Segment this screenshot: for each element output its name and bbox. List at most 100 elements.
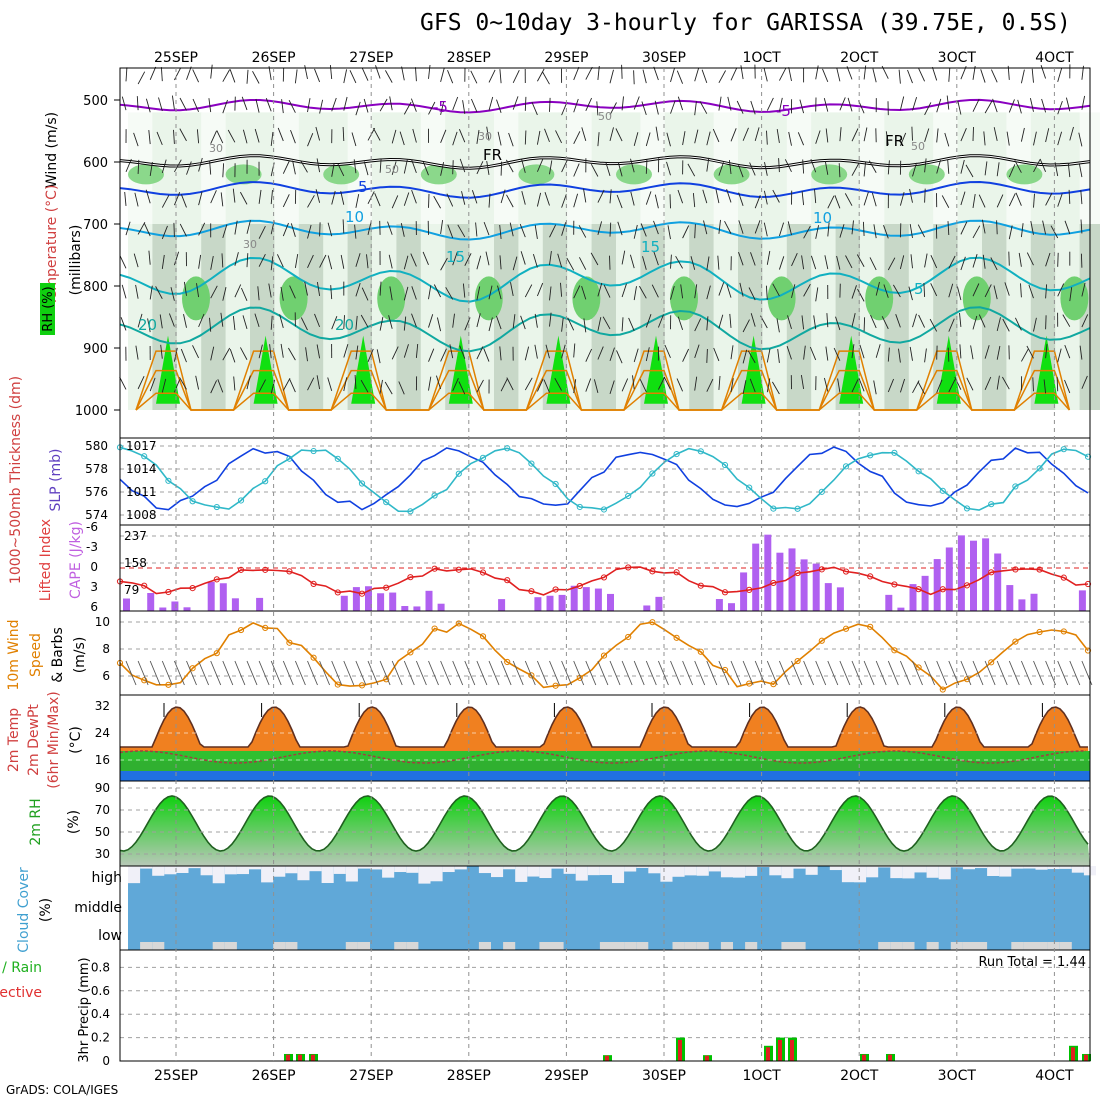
wind-barb xyxy=(706,660,718,686)
precip-bar-convective xyxy=(766,1047,770,1061)
wind-barb xyxy=(119,255,127,269)
rh-band xyxy=(567,112,593,224)
contour-label: -5 xyxy=(433,98,448,116)
wind-barb xyxy=(270,256,274,271)
wind-barb xyxy=(415,67,417,82)
wind-barb xyxy=(476,346,484,360)
wind-barb xyxy=(1045,192,1053,206)
wind-barb xyxy=(149,162,153,177)
wind-barb xyxy=(316,375,321,390)
lifted-index-line-marker xyxy=(697,582,704,589)
wind-barb xyxy=(908,286,913,301)
wind-barb xyxy=(844,193,853,206)
wind-barb xyxy=(766,97,774,111)
lifted-index-line-marker xyxy=(988,569,995,576)
wind-barb xyxy=(561,159,569,173)
wind-barb xyxy=(621,250,626,265)
wind-barb xyxy=(1080,253,1083,268)
wind-barb xyxy=(898,69,901,84)
wind-barb xyxy=(748,287,756,301)
wind-barb xyxy=(319,99,324,114)
ylabel-temp: (6hr Min/Max) xyxy=(46,691,62,788)
wind-barb xyxy=(1008,164,1016,178)
wind-barb xyxy=(168,313,175,327)
wind-barb xyxy=(810,158,817,173)
wind-barb xyxy=(1006,131,1010,146)
wind-barb xyxy=(198,660,210,686)
wind-barb xyxy=(706,285,711,300)
wind-barb xyxy=(930,255,938,269)
precip-bar-convective xyxy=(790,1039,794,1061)
wind-barb xyxy=(786,345,792,360)
lifted-index-line-marker xyxy=(600,574,608,581)
cloud-level-label: low xyxy=(98,928,122,944)
wind-barb xyxy=(573,660,585,686)
wind-barb xyxy=(857,288,865,302)
wind-barb xyxy=(198,191,203,206)
wind-barb xyxy=(701,69,708,84)
cape-bar xyxy=(994,553,1002,611)
cloud-low xyxy=(212,942,225,950)
wind-barb xyxy=(198,313,205,328)
ytick-label: 0.6 xyxy=(91,984,110,998)
rh-band xyxy=(274,112,300,224)
cape-bar xyxy=(534,597,542,611)
wind-barb xyxy=(887,347,890,362)
wind-barb xyxy=(506,194,514,208)
ylabel-temperature: Temperature (°C) xyxy=(44,185,60,307)
wind-barb xyxy=(300,160,308,173)
wind-barb xyxy=(996,375,1000,390)
wind-barb xyxy=(1015,192,1022,206)
wind-barb xyxy=(651,284,659,298)
wind-barb xyxy=(609,222,612,237)
cloud-low xyxy=(273,942,286,950)
wind-barb xyxy=(1081,282,1086,297)
lifted-index-line-marker xyxy=(504,577,511,584)
wind-barb xyxy=(1067,163,1071,178)
wind-barb xyxy=(561,344,566,359)
wind-barb xyxy=(766,660,778,686)
wind-barb xyxy=(747,350,756,364)
wind-barb xyxy=(411,189,417,204)
wind-barb xyxy=(192,345,200,359)
wind-barb xyxy=(355,253,361,267)
cape-bar xyxy=(256,597,264,611)
wind-barb xyxy=(379,316,384,331)
lifted-index-line-marker xyxy=(576,582,583,590)
cape-bar xyxy=(159,607,167,611)
wind-barb xyxy=(549,160,553,175)
ytick-label: 0 xyxy=(102,1054,110,1068)
wind-barb xyxy=(561,317,564,332)
wind-barb xyxy=(360,314,369,328)
wind-barb xyxy=(763,222,768,237)
wind-barb xyxy=(712,128,720,143)
wind-barb xyxy=(495,315,502,330)
wind-barb xyxy=(403,255,409,270)
wind-barb xyxy=(209,160,212,175)
wind-barb xyxy=(667,225,671,240)
wind-barb xyxy=(415,660,427,686)
wind-barb xyxy=(135,284,139,299)
wind-barb xyxy=(125,158,132,173)
wind-barb xyxy=(314,68,321,83)
wind-barb xyxy=(512,70,520,83)
cloud-low xyxy=(624,942,637,950)
wind-barb xyxy=(936,98,942,113)
wind-barb xyxy=(331,316,338,330)
ylabel-wind10: 10m Wind xyxy=(6,619,22,690)
lifted-index-line-marker xyxy=(891,581,898,588)
wind-barb xyxy=(573,98,579,113)
isotherm-freezing-inner xyxy=(119,155,1091,169)
wind-barb xyxy=(803,225,811,239)
wind-barb xyxy=(440,129,447,143)
wind-barb xyxy=(597,132,600,147)
wind-barb xyxy=(641,101,647,115)
wind-barb xyxy=(391,346,399,360)
wind-barb xyxy=(549,97,551,112)
wind-barb xyxy=(654,100,659,115)
wind-barb xyxy=(209,317,212,332)
wind-barb xyxy=(246,69,249,84)
wind-barb xyxy=(343,377,348,392)
wind-barb xyxy=(446,193,454,207)
wind-barb xyxy=(615,128,623,142)
